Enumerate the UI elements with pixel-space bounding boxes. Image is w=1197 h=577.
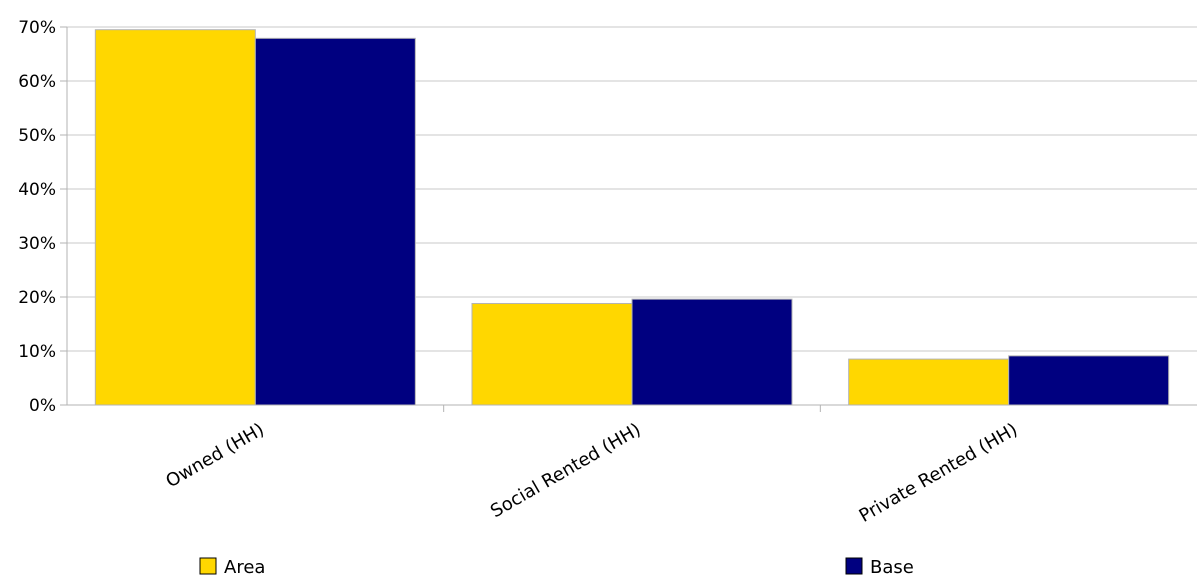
legend: Area Base (199, 557, 914, 577)
y-tick-label: 30% (18, 234, 56, 254)
legend-swatch-area (199, 557, 217, 575)
axes (60, 26, 1197, 412)
y-tick-label: 10% (18, 342, 56, 362)
y-tick-label: 0% (29, 396, 56, 416)
bar-area-0 (94, 29, 256, 406)
bars (94, 29, 1170, 406)
y-tick-label: 50% (18, 126, 56, 146)
x-axis-category-labels: Owned (HH) Social Rented (HH) Private Rent… (162, 419, 1021, 527)
bar-base-1 (631, 298, 793, 406)
legend-label-area: Area (224, 557, 265, 577)
legend-label-base: Base (870, 557, 914, 577)
y-tick-label: 60% (18, 72, 56, 92)
x-category-label: Private Rented (HH) (856, 419, 1022, 527)
y-tick-label: 20% (18, 288, 56, 308)
y-tick-label: 70% (18, 18, 56, 38)
y-axis-tick-labels: 0% 10% 20% 30% 40% 50% 60% 70% (18, 18, 56, 416)
x-category-label: Owned (HH) (162, 419, 267, 492)
x-category-label: Social Rented (HH) (487, 419, 644, 522)
legend-swatch-base (845, 557, 863, 575)
y-tick-label: 40% (18, 180, 56, 200)
bar-area-2 (848, 358, 1010, 406)
bar-area-1 (471, 302, 633, 406)
bar-base-2 (1008, 355, 1170, 406)
bar-base-0 (254, 37, 416, 406)
